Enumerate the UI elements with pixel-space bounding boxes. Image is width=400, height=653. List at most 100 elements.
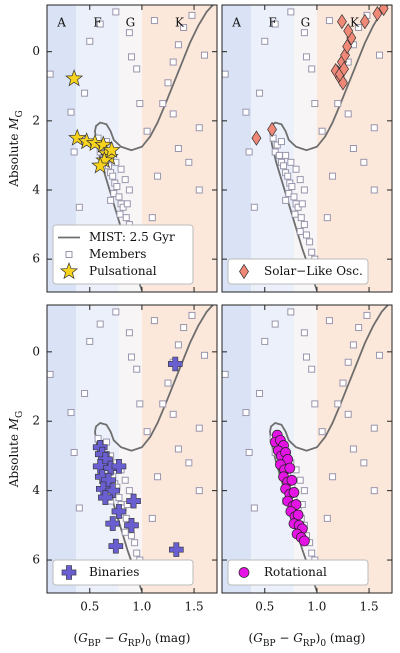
square-point	[296, 476, 304, 484]
y-axis-title: Absolute MG	[7, 411, 25, 489]
legend-label: MIST: 2.5 Gyr	[89, 230, 175, 244]
diamond-point	[343, 23, 354, 39]
diamond-point	[339, 61, 349, 77]
square-point	[344, 358, 352, 366]
square-point	[96, 20, 104, 28]
square-point	[256, 89, 264, 97]
square-point	[242, 409, 250, 417]
label-part: RP	[128, 639, 141, 649]
square-point	[287, 158, 295, 166]
square-point	[291, 210, 299, 218]
square-point	[185, 459, 193, 467]
square-point	[117, 165, 125, 173]
square-point	[375, 51, 383, 59]
y-tick-label: 0	[32, 44, 40, 58]
square-point	[75, 203, 83, 211]
square-point	[250, 504, 258, 512]
square-point	[349, 341, 357, 349]
y-tick-label: 4	[32, 483, 40, 497]
square-point	[113, 183, 121, 191]
label-part: (mag)	[151, 631, 190, 645]
square-point	[169, 58, 177, 66]
x-tick-label: 1.5	[185, 600, 204, 614]
panel	[222, 305, 392, 593]
square-point	[47, 370, 54, 378]
square-point	[123, 200, 131, 208]
label-part: Absolute	[7, 130, 21, 188]
legend-label: Solar−Like Osc.	[264, 264, 363, 278]
label-part: M	[7, 417, 21, 431]
square-point	[125, 487, 133, 495]
square-point	[355, 324, 363, 332]
square-point	[287, 308, 295, 316]
square-point	[339, 379, 347, 387]
label-part: )	[316, 631, 321, 645]
square-point	[115, 193, 123, 201]
plus-point	[111, 504, 127, 519]
square-point	[159, 400, 167, 408]
square-point	[148, 214, 156, 222]
square-point	[277, 138, 285, 146]
square-point	[334, 400, 342, 408]
square-point	[121, 476, 129, 484]
diamond-point	[372, 5, 383, 22]
square-point	[300, 329, 308, 337]
square-point	[81, 389, 89, 397]
label-part: (	[74, 631, 79, 645]
circle-point	[288, 487, 300, 498]
square-point	[298, 200, 306, 208]
square-point	[125, 186, 133, 194]
square-point	[323, 214, 331, 222]
square-point	[112, 308, 120, 316]
square-point	[122, 514, 130, 522]
square-point	[261, 37, 269, 45]
legend-marker	[239, 263, 249, 280]
y-tick-label: 2	[32, 414, 40, 428]
square-point	[75, 504, 83, 512]
square-point	[275, 151, 283, 159]
label-part: (	[249, 631, 254, 645]
square-point	[250, 203, 258, 211]
square-point	[300, 29, 308, 37]
y-tick-label: 6	[32, 553, 40, 567]
label-part: BP	[88, 639, 101, 649]
y-axis-title: Absolute MG	[7, 110, 25, 188]
square-point	[115, 494, 123, 502]
square-point	[306, 238, 314, 246]
square-point	[290, 193, 298, 201]
square-point	[200, 51, 208, 59]
square-point	[47, 70, 54, 78]
square-point	[287, 8, 295, 16]
square-point	[188, 311, 196, 319]
square-point	[150, 317, 158, 325]
legend-box	[227, 258, 369, 285]
square-point	[375, 351, 383, 359]
legend-marker	[238, 567, 250, 578]
legend-label: Rotational	[264, 565, 327, 579]
square-point	[292, 165, 300, 173]
circle-point	[284, 462, 296, 474]
frame	[46, 4, 218, 293]
legend-marker	[65, 251, 73, 258]
legend-label: Binaries	[89, 565, 139, 579]
square-point	[370, 124, 378, 132]
square-point	[164, 79, 172, 87]
square-point	[296, 227, 304, 235]
square-point	[300, 221, 308, 229]
x-tick-label: 0.5	[255, 600, 274, 614]
square-point	[86, 37, 94, 45]
square-point	[222, 70, 229, 78]
square-point	[325, 17, 333, 25]
band-label: A	[56, 16, 66, 30]
legend-marker	[61, 565, 77, 580]
star-point	[102, 140, 121, 158]
square-point	[195, 186, 203, 194]
x-tick-label: 1.0	[307, 600, 326, 614]
square-point	[325, 317, 333, 325]
label-part: G	[15, 110, 25, 117]
square-point	[271, 320, 279, 328]
diamond-point	[359, 13, 370, 30]
square-point	[67, 108, 75, 116]
diamond-point	[378, 5, 389, 17]
star-point	[91, 156, 110, 174]
